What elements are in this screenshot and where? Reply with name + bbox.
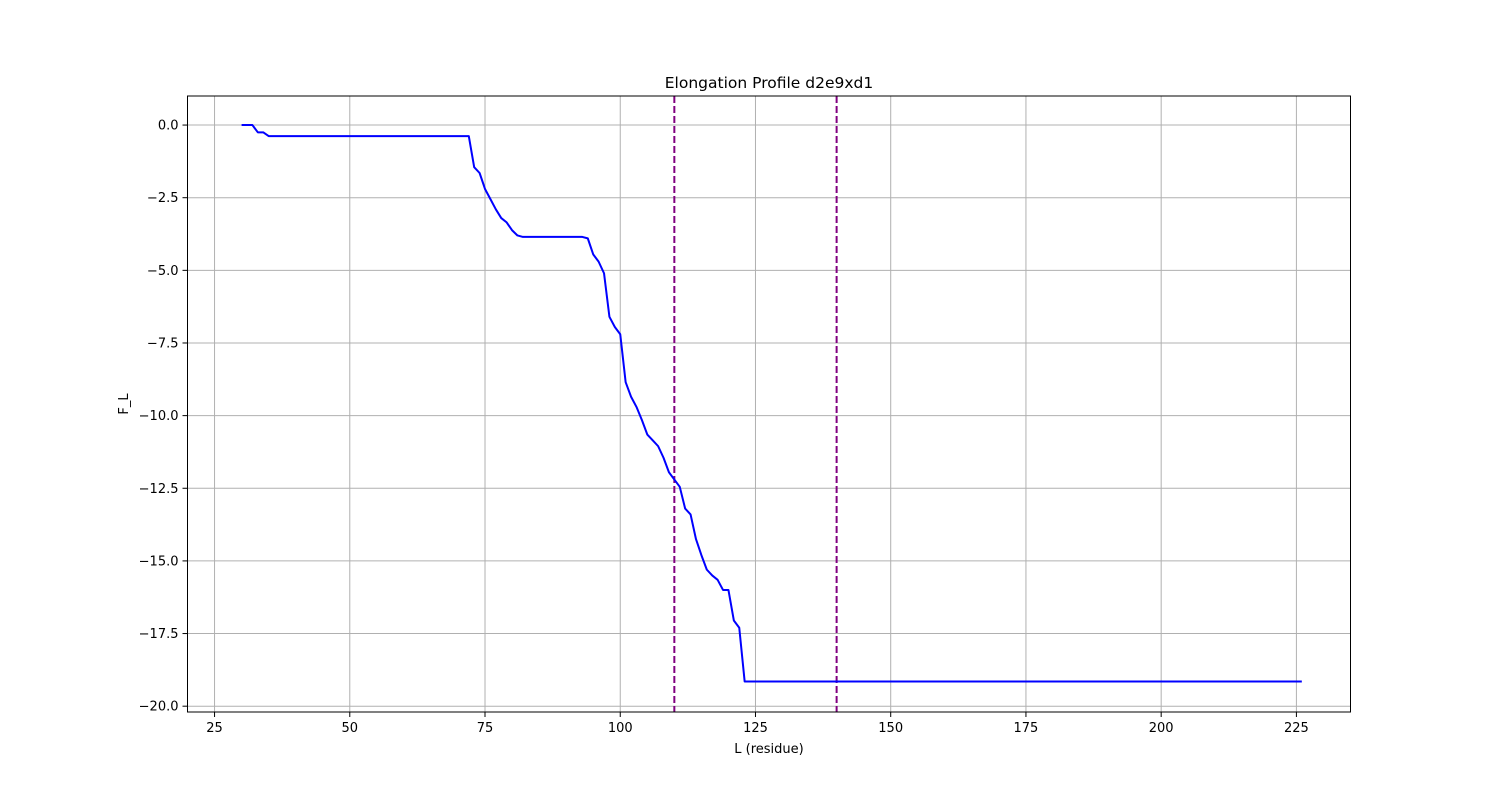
chart-title: Elongation Profile d2e9xd1 xyxy=(665,74,873,92)
reference-lines xyxy=(673,96,838,712)
y-tick-label: −12.5 xyxy=(139,482,179,497)
y-tick-label: 0.0 xyxy=(158,119,179,134)
x-tick-label: 50 xyxy=(342,721,359,736)
y-tick-label: −2.5 xyxy=(147,191,179,206)
plot-frame xyxy=(187,95,1351,713)
y-axis-label: F_L xyxy=(117,393,132,415)
x-tick-label: 175 xyxy=(1014,721,1039,736)
y-tick-label: −20.0 xyxy=(139,700,179,715)
y-tick-label: −7.5 xyxy=(147,336,179,351)
x-axis-ticks: 25 50 75 100 125 150 175 200 225 xyxy=(206,712,1309,736)
x-tick-label: 200 xyxy=(1149,721,1174,736)
y-tick-label: −10.0 xyxy=(139,409,179,424)
x-tick-label: 150 xyxy=(878,721,903,736)
x-tick-label: 125 xyxy=(743,721,768,736)
y-tick-label: −17.5 xyxy=(139,627,179,642)
series-layer xyxy=(241,124,1302,683)
x-tick-label: 75 xyxy=(477,721,494,736)
y-tick-label: −5.0 xyxy=(147,264,179,279)
x-tick-label: 25 xyxy=(206,721,223,736)
y-tick-label: −15.0 xyxy=(139,554,179,569)
grid xyxy=(187,96,1351,712)
y-axis-ticks: 0.0 −2.5 −5.0 −7.5 −10.0 −12.5 −15.0 −17.5 −20.0 xyxy=(139,119,188,715)
x-axis-label: L (residue) xyxy=(734,742,803,757)
series-line xyxy=(241,124,1302,683)
x-tick-label: 225 xyxy=(1284,721,1309,736)
x-tick-label: 100 xyxy=(608,721,633,736)
